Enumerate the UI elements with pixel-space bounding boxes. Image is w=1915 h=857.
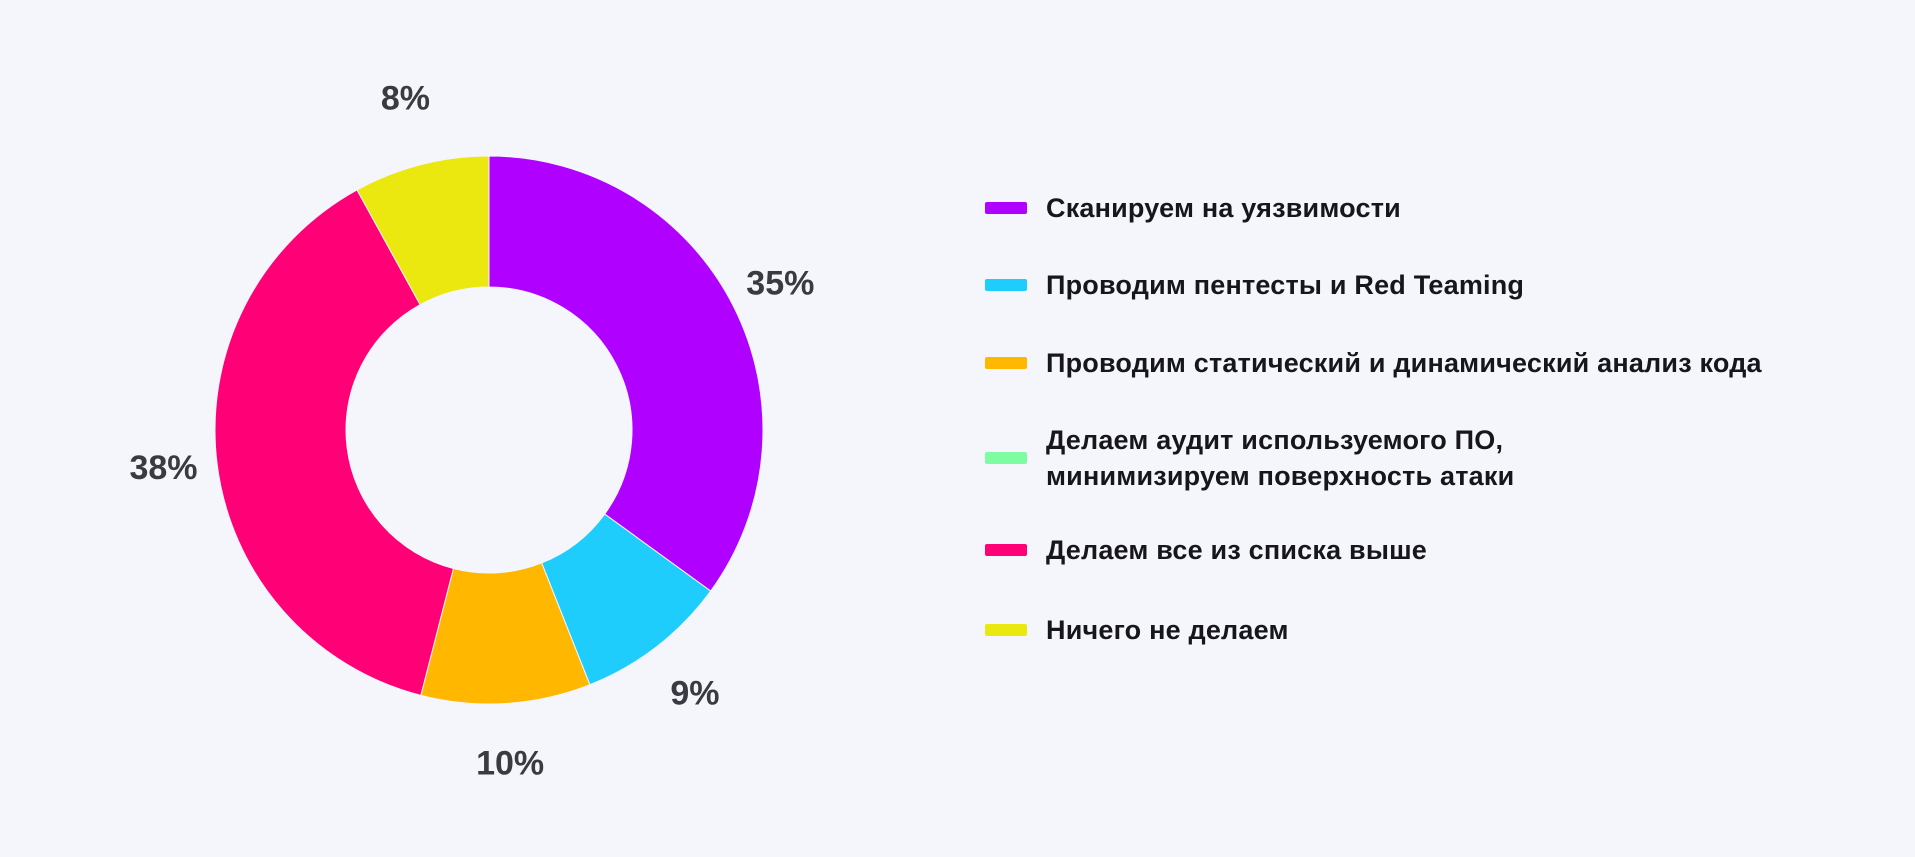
legend-item: Проводим статический и динамический анал… — [985, 345, 1762, 381]
legend-label: Сканируем на уязвимости — [1046, 193, 1401, 223]
donut-chart: 35% 9% 10% 38% 8% — [129, 80, 814, 783]
legend-item: Ничего не делаем — [985, 612, 1289, 648]
slice-value-label: 8% — [381, 80, 430, 118]
legend-item: Проводим пентесты и Red Teaming — [985, 267, 1524, 303]
donut-slice — [214, 189, 455, 697]
donut-slice — [356, 155, 490, 306]
slice-group — [214, 155, 764, 705]
legend-swatch — [985, 357, 1027, 369]
slice-value-label: 10% — [476, 744, 544, 782]
legend-label: Проводим пентесты и Red Teaming — [1046, 270, 1525, 300]
slice-value-label: 9% — [670, 674, 719, 712]
slice-value-label: 35% — [746, 265, 814, 303]
legend-label: Ничего не делаем — [1046, 615, 1289, 645]
legend-label: Делаем все из списка выше — [1046, 535, 1428, 565]
slice-value-label: 38% — [129, 449, 197, 487]
legend-item: Сканируем на уязвимости — [985, 190, 1401, 226]
legend-swatch — [985, 544, 1027, 556]
legend-swatch — [985, 279, 1027, 291]
label-group: 35% 9% 10% 38% 8% — [129, 80, 814, 783]
donut-slice — [488, 155, 764, 592]
legend-swatch — [985, 452, 1027, 464]
legend-label: Проводим статический и динамический анал… — [1046, 348, 1762, 378]
legend-label: Делаем аудит используемого ПО, минимизир… — [1046, 425, 1515, 491]
legend-item: Делаем все из списка выше — [985, 532, 1427, 568]
legend-item: Делаем аудит используемого ПО, минимизир… — [985, 422, 1514, 494]
legend-swatch — [985, 202, 1027, 214]
legend-swatch — [985, 624, 1027, 636]
